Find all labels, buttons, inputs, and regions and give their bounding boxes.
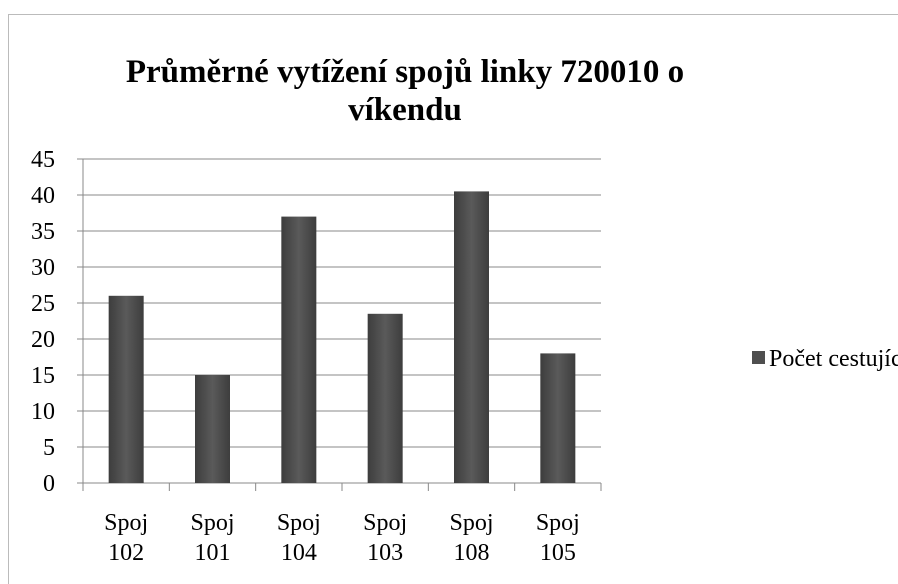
chart-border <box>8 14 898 584</box>
x-tick-label: Spoj 104 <box>277 510 321 566</box>
x-tick-label: Spoj 108 <box>449 510 493 566</box>
y-tick-label: 0 <box>43 471 55 497</box>
x-tick-label: Spoj 103 <box>363 510 407 566</box>
y-tick-label: 40 <box>31 183 55 209</box>
y-tick-label: 30 <box>31 255 55 281</box>
bar <box>195 375 230 483</box>
y-tick-label: 5 <box>43 435 55 461</box>
y-tick-label: 45 <box>31 147 55 173</box>
x-tick-label: Spoj 102 <box>104 510 148 566</box>
x-tick-label: Spoj 101 <box>190 510 234 566</box>
y-tick-label: 10 <box>31 399 55 425</box>
bar <box>367 313 403 483</box>
bar <box>281 216 317 483</box>
bar <box>540 353 576 483</box>
bar <box>454 191 489 483</box>
x-tick-label: Spoj 105 <box>536 510 580 566</box>
y-tick-label: 25 <box>31 291 55 317</box>
y-tick-label: 35 <box>31 219 55 245</box>
chart-title: Průměrné vytížení spojů linky 720010 o v… <box>125 54 685 128</box>
legend-swatch <box>752 351 765 364</box>
y-tick-label: 15 <box>31 363 55 389</box>
bar <box>108 295 144 483</box>
y-tick-label: 20 <box>31 327 55 353</box>
legend-label: Počet cestujících <box>769 346 898 372</box>
